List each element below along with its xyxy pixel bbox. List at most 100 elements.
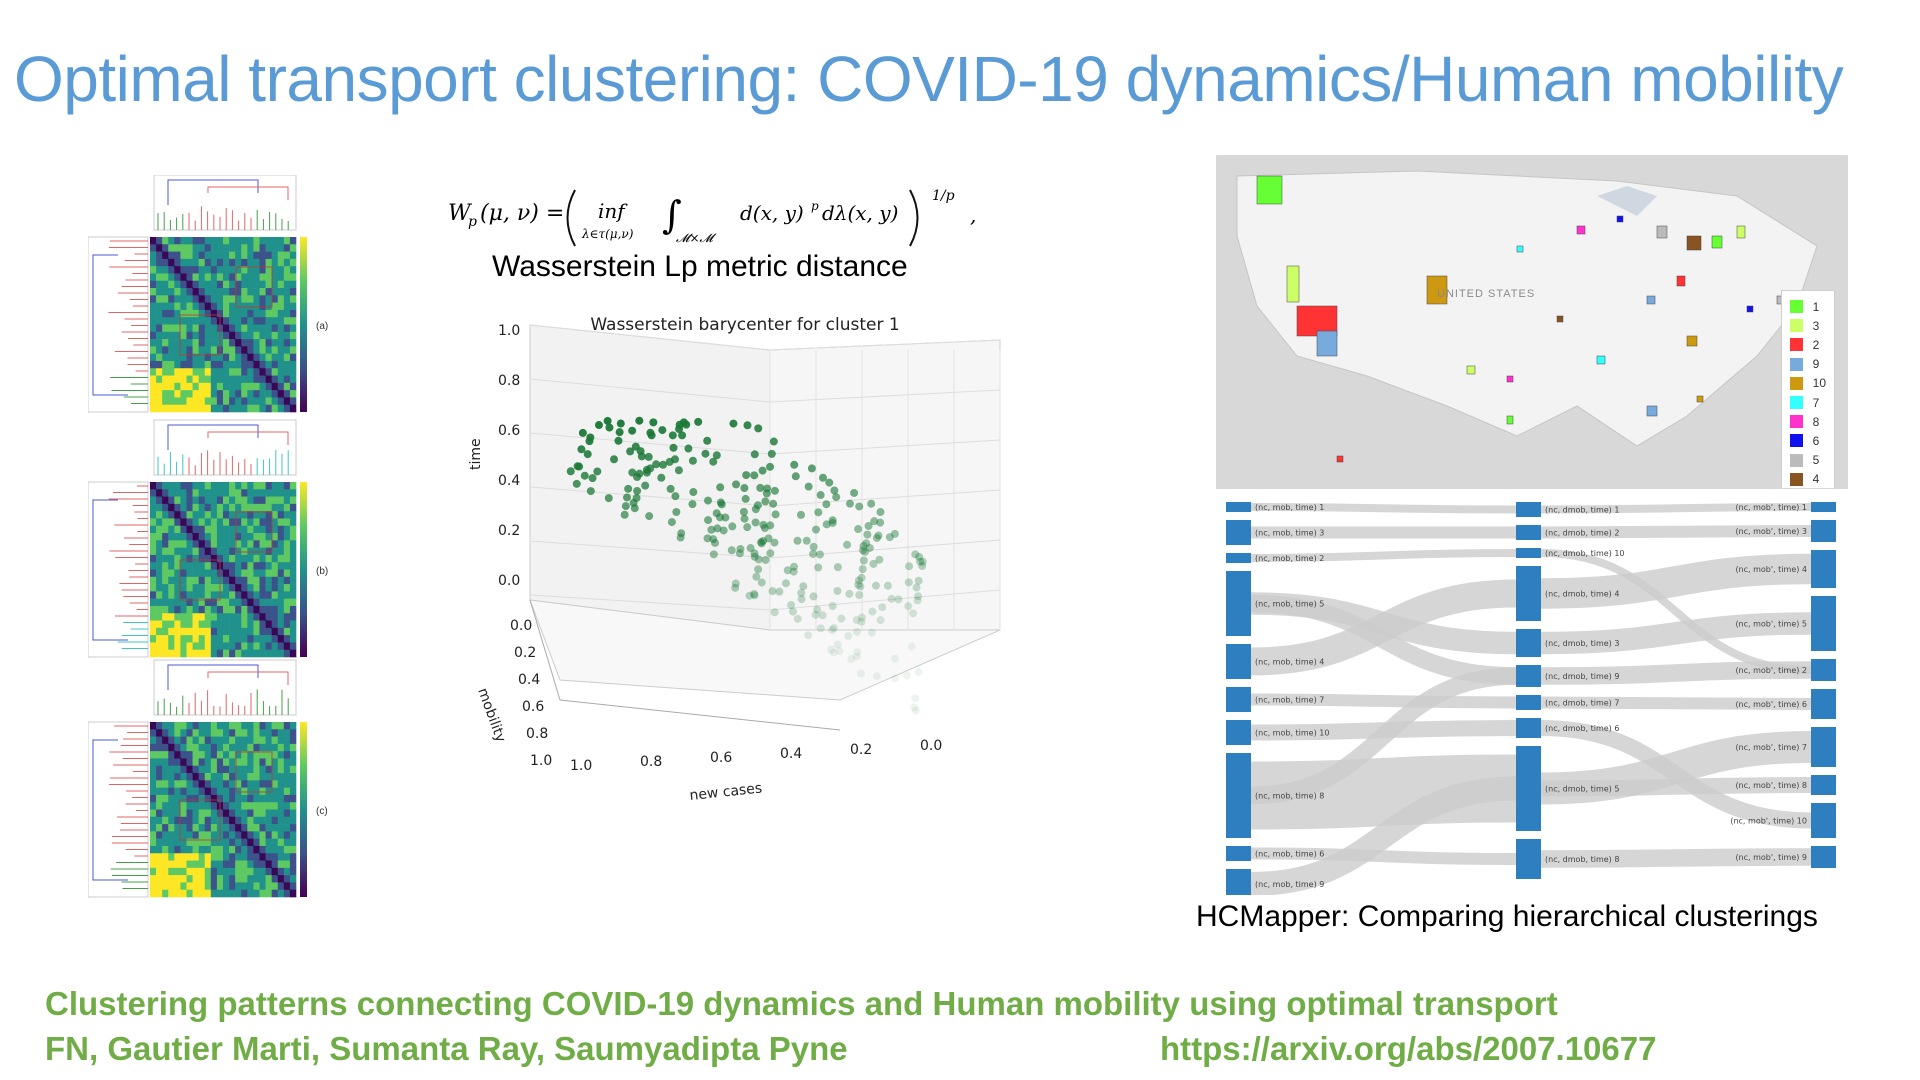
map-region xyxy=(1711,235,1723,249)
scatter-point xyxy=(704,516,713,525)
legend-swatch xyxy=(1789,338,1803,352)
sankey-node xyxy=(1226,502,1251,512)
metric-caption: Wasserstein Lp metric distance xyxy=(492,250,908,283)
sankey-link xyxy=(1540,661,1812,685)
map-region xyxy=(1336,455,1344,463)
formula-lhs: W xyxy=(448,201,473,226)
scatter-point xyxy=(816,624,825,633)
scatter-point xyxy=(775,587,784,596)
heatmap-block: (b) xyxy=(87,419,328,658)
scatter-point xyxy=(678,431,687,440)
scatter-y-tick: 1.0 xyxy=(530,753,552,769)
scatter-point xyxy=(816,491,825,500)
sankey-node xyxy=(1811,596,1836,651)
map-region xyxy=(1656,225,1668,239)
scatter-point xyxy=(783,566,792,575)
legend-swatch xyxy=(1789,357,1803,371)
sankey-link xyxy=(1540,777,1812,797)
formula-inf-sub: λ∈τ(μ,ν) xyxy=(581,227,634,241)
legend-item: 3 xyxy=(1789,316,1826,335)
heatmap-block: (a) xyxy=(87,174,328,413)
sankey-node-label: (nc, dmob, time) 10 xyxy=(1545,549,1625,558)
scatter-point xyxy=(703,534,712,543)
scatter-point xyxy=(647,431,656,440)
scatter-point xyxy=(758,466,767,475)
scatter-point xyxy=(883,581,892,590)
scatter-point xyxy=(818,473,827,482)
map-region xyxy=(1256,175,1283,205)
formula-measure: dλ(x, y) xyxy=(822,201,898,225)
scatter-point xyxy=(811,525,820,534)
scatter-point xyxy=(863,530,872,539)
legend-swatch xyxy=(1789,396,1803,410)
scatter-point xyxy=(875,555,884,564)
clustered-heatmaps: (a) (b) (c) xyxy=(87,174,328,898)
scatter-point xyxy=(750,450,759,459)
scatter-point xyxy=(891,674,900,683)
scatter-point xyxy=(658,426,667,435)
scatter-point xyxy=(577,445,586,454)
scatter-point xyxy=(566,467,575,476)
map-region xyxy=(1646,295,1656,305)
legend-label: 8 xyxy=(1812,414,1820,429)
sankey-link xyxy=(1250,579,1517,676)
scatter-point xyxy=(890,529,899,538)
scatter-point xyxy=(813,605,822,614)
reference-link[interactable]: https://arxiv.org/abs/2007.10677 xyxy=(1160,1030,1657,1067)
scatter-point xyxy=(791,472,800,481)
heatmap-column: (a) (b) (c) xyxy=(87,174,378,905)
scatter-point xyxy=(859,541,868,550)
scatter-point xyxy=(621,502,630,511)
sankey-node-label: (nc, mob', time) 1 xyxy=(1735,503,1807,512)
scatter-point xyxy=(728,522,737,531)
scatter-point xyxy=(712,509,721,518)
scatter-point xyxy=(914,592,923,601)
map-region xyxy=(1736,225,1746,239)
sankey-node xyxy=(1226,571,1251,636)
scatter-point xyxy=(759,536,768,545)
scatter-z-tick: 0.6 xyxy=(498,423,520,439)
sankey-node-label: (nc, dmob, time) 5 xyxy=(1545,785,1619,794)
legend-item: 2 xyxy=(1789,335,1826,354)
scatter-point xyxy=(855,591,864,600)
scatter-point xyxy=(628,426,637,435)
scatter-point xyxy=(832,493,841,502)
legend-label: 1 xyxy=(1812,299,1820,314)
scatter-y-tick: 0.6 xyxy=(522,699,544,715)
sankey-node-label: (nc, dmob, time) 8 xyxy=(1545,855,1619,864)
map-svg xyxy=(1217,156,1847,488)
sankey-node xyxy=(1516,525,1541,540)
scatter-point xyxy=(761,555,770,564)
map-country-label: UNITED STATES xyxy=(1437,288,1536,300)
scatter-z-tick: 0.8 xyxy=(498,373,520,389)
scatter-point xyxy=(703,436,712,445)
scatter-point xyxy=(573,462,582,471)
scatter-z-tick: 0.4 xyxy=(498,473,520,489)
sankey-node xyxy=(1811,727,1836,767)
scatter-point xyxy=(864,521,873,530)
scatter-point xyxy=(870,517,879,526)
scatter-point xyxy=(770,608,779,617)
scatter-point xyxy=(770,486,779,495)
scatter-point xyxy=(614,436,623,445)
scatter-point xyxy=(764,534,773,543)
svg-text:∫: ∫ xyxy=(662,193,682,237)
scatter-point xyxy=(580,471,589,480)
scatter-point xyxy=(750,552,759,561)
map-region xyxy=(1316,330,1338,357)
scatter-point xyxy=(876,508,885,517)
sankey-node-label: (nc, mob, time) 6 xyxy=(1255,850,1324,859)
scatter-point xyxy=(757,538,766,547)
scatter-point xyxy=(636,447,645,456)
scatter-point xyxy=(688,500,697,509)
sankey-links xyxy=(1250,503,1812,896)
scatter-point xyxy=(766,549,775,558)
scatter-point xyxy=(716,483,725,492)
sankey-node-label: (nc, mob, time) 5 xyxy=(1255,600,1324,609)
wasserstein-formula: W p (μ, ν) = inf λ∈τ(μ,ν) ∫ 𝓜×𝓜 d(x, y) … xyxy=(440,178,1000,247)
slide-title: Optimal transport clustering: COVID-19 d… xyxy=(14,43,1844,115)
scatter-point xyxy=(712,451,721,460)
sankey-node-label: (nc, mob', time) 7 xyxy=(1735,743,1807,752)
scatter-title: Wasserstein barycenter for cluster 1 xyxy=(590,315,899,335)
scatter-point xyxy=(828,516,837,525)
